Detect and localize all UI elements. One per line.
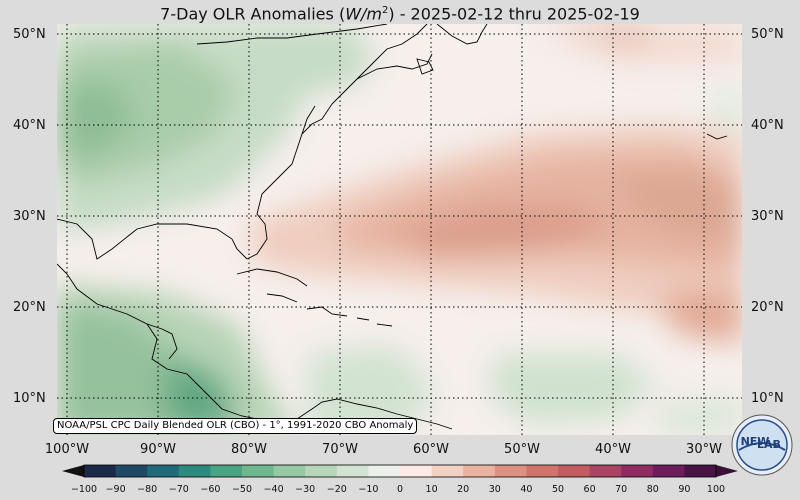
data-source-note: NOAA/PSL CPC Daily Blended OLR (CBO) - 1… (53, 418, 418, 434)
lon-label-30w: 30°W (686, 442, 722, 457)
colorbar-cell (147, 465, 180, 477)
colorbar-tick-label: −30 (295, 484, 316, 495)
anomaly-field (57, 24, 742, 435)
colorbar-cell (684, 465, 717, 477)
colorbar-cell (652, 465, 685, 477)
colorbar-tick-label: 70 (615, 484, 628, 495)
lat-label-10n-left: 10°N (13, 391, 46, 406)
lab-logo: NEW LAB (731, 414, 793, 476)
colorbar-cell (336, 465, 369, 477)
colorbar-cell (431, 465, 464, 477)
lat-label-10n-right: 10°N (751, 391, 784, 406)
lon-label-40w: 40°W (595, 442, 631, 457)
colorbar-tick-label: 50 (551, 484, 565, 495)
graticule (57, 24, 742, 435)
colorbar-tick-label: −20 (326, 484, 347, 495)
colorbar-tick-label: 90 (678, 484, 691, 495)
title-suffix: ) - 2025-02-12 thru 2025-02-19 (388, 4, 640, 24)
lon-label-60w: 60°W (413, 442, 449, 457)
logo-text-bottom: LAB (757, 438, 781, 451)
colorbar-cell (368, 465, 401, 477)
colorbar-cell (558, 465, 591, 477)
title-prefix: 7-Day OLR Anomalies ( (160, 4, 346, 24)
lon-label-100w: 100°W (44, 442, 90, 457)
colorbar-tick-label: −90 (105, 484, 126, 495)
lat-label-30n-right: 30°N (751, 209, 784, 224)
lat-label-50n-left: 50°N (13, 27, 46, 42)
colorbar-cell (273, 465, 306, 477)
lat-label-40n-right: 40°N (751, 118, 784, 133)
lat-label-50n-right: 50°N (751, 27, 784, 42)
colorbar-tick-label: 100 (706, 484, 726, 495)
colorbar-tick-label: 10 (425, 484, 438, 495)
colorbar-cell (305, 465, 338, 477)
colorbar-tick-label: −60 (200, 484, 221, 495)
colorbar-tick-label: −10 (358, 484, 379, 495)
colorbar-cell (115, 465, 148, 477)
lon-label-70w: 70°W (322, 442, 358, 457)
lon-label-90w: 90°W (140, 442, 176, 457)
colorbar-cell (400, 465, 433, 477)
olr-anomaly-map (57, 24, 742, 435)
logo-text-top: NEW (741, 435, 770, 448)
colorbar-cell (242, 465, 275, 477)
lon-label-80w: 80°W (231, 442, 267, 457)
colorbar (62, 464, 738, 478)
lat-label-40n-left: 40°N (13, 118, 46, 133)
colorbar-tick-label: 80 (646, 484, 659, 495)
lat-label-20n-right: 20°N (751, 300, 784, 315)
colorbar-cell (84, 465, 117, 477)
colorbar-tick-label: −50 (231, 484, 253, 495)
colorbar-cell (589, 465, 622, 477)
colorbar-tick-label: 0 (396, 484, 404, 495)
colorbar-cell (621, 465, 654, 477)
title-unit: W/m (345, 4, 382, 24)
colorbar-cell (494, 465, 527, 477)
colorbar-right-arrow (716, 465, 738, 477)
colorbar-tick-label: 30 (488, 484, 501, 495)
colorbar-tick-label: 40 (520, 484, 533, 495)
colorbar-left-arrow (62, 465, 84, 477)
lon-label-50w: 50°W (504, 442, 540, 457)
colorbar-cell (526, 465, 559, 477)
colorbar-tick-label: −80 (137, 484, 158, 495)
colorbar-tick-label: −100 (70, 484, 98, 495)
coastlines (57, 24, 728, 430)
colorbar-tick-label: 20 (457, 484, 470, 495)
colorbar-tick-label: −70 (168, 484, 189, 495)
colorbar-cell (210, 465, 243, 477)
colorbar-tick-label: −40 (263, 484, 284, 495)
colorbar-cell (463, 465, 496, 477)
map-title: 7-Day OLR Anomalies (W/m2) - 2025-02-12 … (0, 0, 800, 24)
colorbar-cell (178, 465, 211, 477)
colorbar-tick-label: 60 (583, 484, 596, 495)
lat-label-30n-left: 30°N (13, 209, 46, 224)
lat-label-20n-left: 20°N (13, 300, 46, 315)
title-unit-exponent: 2 (381, 5, 389, 16)
colorbar-cells (84, 465, 717, 477)
